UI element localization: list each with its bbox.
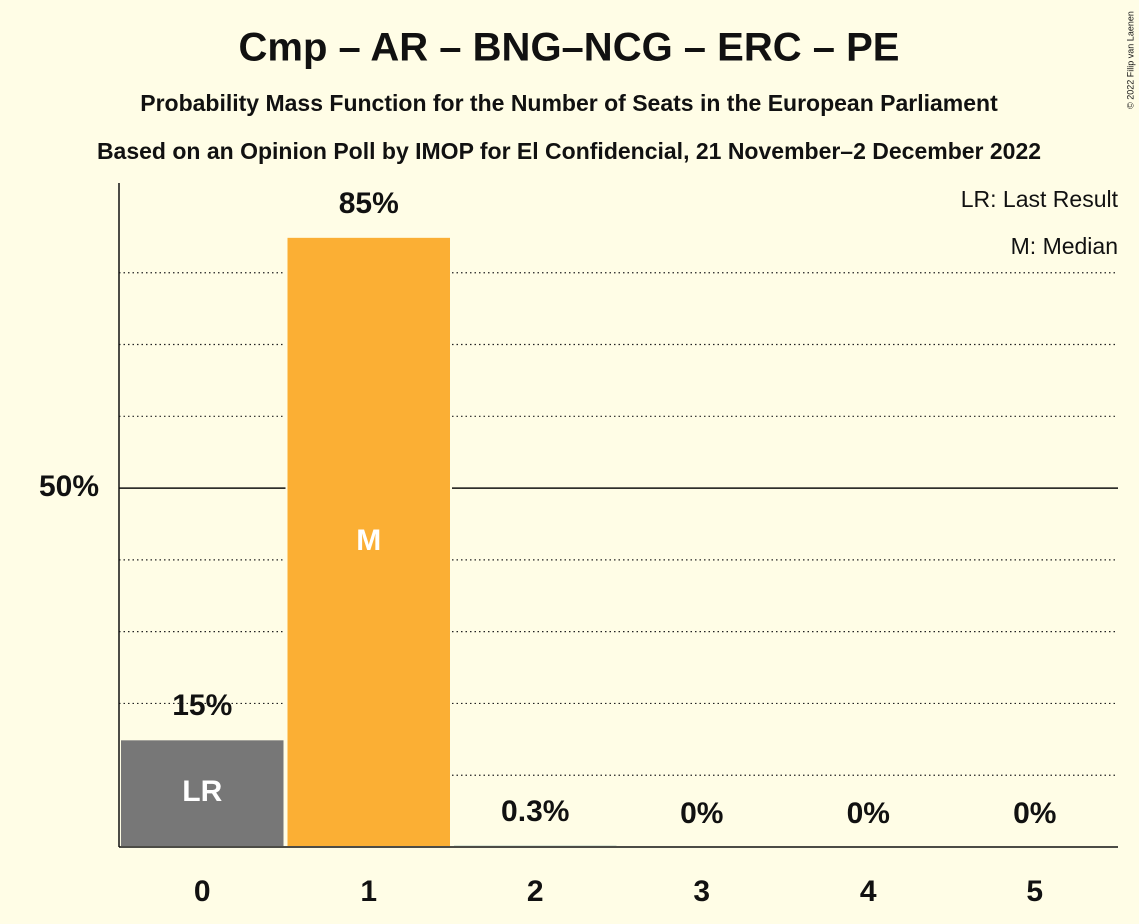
bar <box>285 235 452 849</box>
value-label: 15% <box>172 689 232 722</box>
chart-subtitle: Probability Mass Function for the Number… <box>140 90 998 116</box>
value-label: 0% <box>680 797 723 830</box>
chart-caption: Based on an Opinion Poll by IMOP for El … <box>97 138 1041 164</box>
credit: © 2022 Filip van Laenen <box>1125 11 1135 109</box>
value-label: 0% <box>847 797 890 830</box>
bar <box>119 738 286 849</box>
x-tick-label: 2 <box>527 875 544 908</box>
legend-entry: M: Median <box>1011 233 1118 259</box>
x-tick-label: 4 <box>860 875 877 908</box>
value-label: 85% <box>339 187 399 220</box>
value-label: 0.3% <box>501 795 569 828</box>
x-tick-label: 0 <box>194 875 211 908</box>
x-tick-label: 5 <box>1026 875 1043 908</box>
bar-annotation: LR <box>182 775 222 808</box>
value-label: 0% <box>1013 797 1056 830</box>
chart-title: Cmp – AR – BNG–NCG – ERC – PE <box>239 26 900 70</box>
legend-entry: LR: Last Result <box>961 186 1119 212</box>
bar-annotation: M <box>356 524 381 557</box>
y-tick-label: 50% <box>39 470 99 503</box>
x-tick-label: 1 <box>360 875 377 908</box>
x-tick-label: 3 <box>693 875 710 908</box>
